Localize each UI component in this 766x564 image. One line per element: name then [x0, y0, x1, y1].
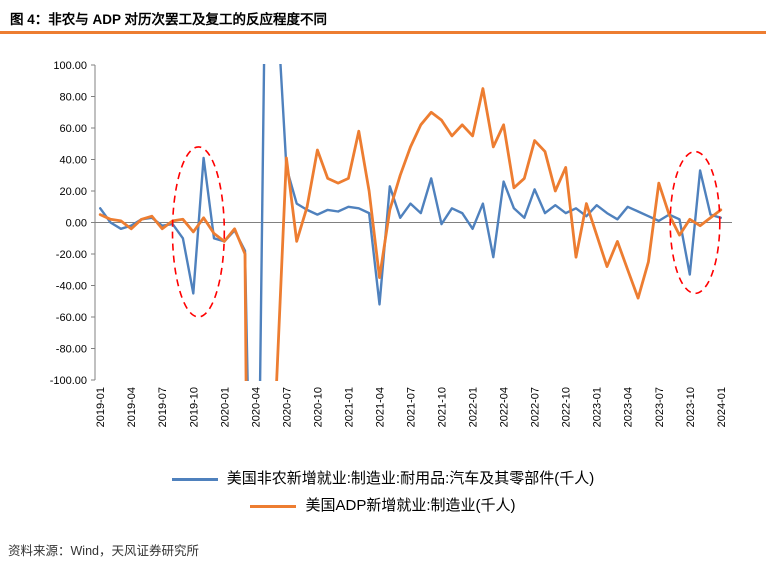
- chart-area: 100.00 80.00 60.00 40.00 20.00 0.00 -20.00 -40.…: [0, 38, 766, 468]
- y-axis-tick-label: 0.00: [66, 218, 87, 230]
- x-axis-tick-label: 2021-10: [437, 387, 449, 427]
- x-axis-tick-label: 2022-07: [530, 387, 542, 427]
- x-axis-tick-label: 2020-07: [281, 387, 293, 427]
- title-rule: [0, 31, 766, 34]
- x-axis-tick-label: 2023-04: [623, 387, 635, 427]
- series-line-adp: [98, 87, 723, 381]
- x-axis-tick-label: 2024-01: [716, 387, 728, 427]
- series-line-nonfarm: [98, 64, 722, 381]
- strike-circle-2019: [171, 146, 226, 318]
- x-axis-tick-label: 2021-01: [343, 387, 355, 427]
- y-axis-tick-label: -20.00: [56, 249, 87, 261]
- legend-item-nonfarm: 美国非农新增就业:制造业:耐用品:汽车及其零部件(千人): [0, 466, 766, 493]
- y-axis-tick-label: 80.00: [59, 92, 87, 104]
- y-axis-tick-label: -100.00: [50, 375, 87, 387]
- legend-label-adp: 美国ADP新增就业:制造业(千人): [305, 497, 516, 515]
- x-axis-tick-label: 2023-01: [592, 387, 604, 427]
- y-axis-tick-label: 40.00: [59, 155, 87, 167]
- strike-circle-2023: [669, 150, 721, 295]
- x-axis-tick-label: 2020-01: [219, 387, 231, 427]
- x-axis-tick-label: 2021-07: [406, 387, 418, 427]
- legend-line-sample-orange: [250, 505, 297, 508]
- y-axis-tick-label: -60.00: [56, 312, 87, 324]
- x-axis-tick-label: 2022-10: [561, 387, 573, 427]
- x-axis-tick-label: 2022-04: [499, 387, 511, 427]
- legend-line-sample-blue: [171, 478, 218, 481]
- x-axis-tick-label: 2023-10: [685, 387, 697, 427]
- x-axis-tick-label: 2019-01: [95, 387, 107, 427]
- x-axis-tick-label: 2019-07: [157, 387, 169, 427]
- y-axis-tick-label: -80.00: [56, 344, 87, 356]
- line-chart: 100.00 80.00 60.00 40.00 20.00 0.00 -20.00 -40.…: [50, 60, 732, 427]
- x-axis-tick-label: 2023-07: [654, 387, 666, 427]
- x-axis-tick-label: 2020-10: [312, 387, 324, 427]
- x-axis-tick-label: 2022-01: [468, 387, 480, 427]
- legend-item-adp: 美国ADP新增就业:制造业(千人): [0, 493, 766, 520]
- source-note: 资料来源：Wind，天风证券研究所: [8, 544, 199, 558]
- figure-title: 图 4：非农与 ADP 对历次罢工及复工的反应程度不同: [10, 12, 328, 27]
- x-axis-tick-label: 2020-04: [250, 387, 262, 427]
- x-axis-tick-label: 2021-04: [375, 387, 387, 427]
- chart-legend: 美国非农新增就业:制造业:耐用品:汽车及其零部件(千人) 美国ADP新增就业:制…: [0, 466, 766, 520]
- y-axis-tick-label: -40.00: [56, 281, 87, 293]
- y-axis-tick-label: 20.00: [59, 186, 87, 198]
- x-axis-tick-label: 2019-04: [126, 387, 138, 427]
- y-axis-tick-label: 60.00: [59, 123, 87, 135]
- x-axis-tick-label: 2019-10: [188, 387, 200, 427]
- y-axis-tick-label: 100.00: [53, 60, 87, 72]
- legend-label-nonfarm: 美国非农新增就业:制造业:耐用品:汽车及其零部件(千人): [226, 470, 595, 488]
